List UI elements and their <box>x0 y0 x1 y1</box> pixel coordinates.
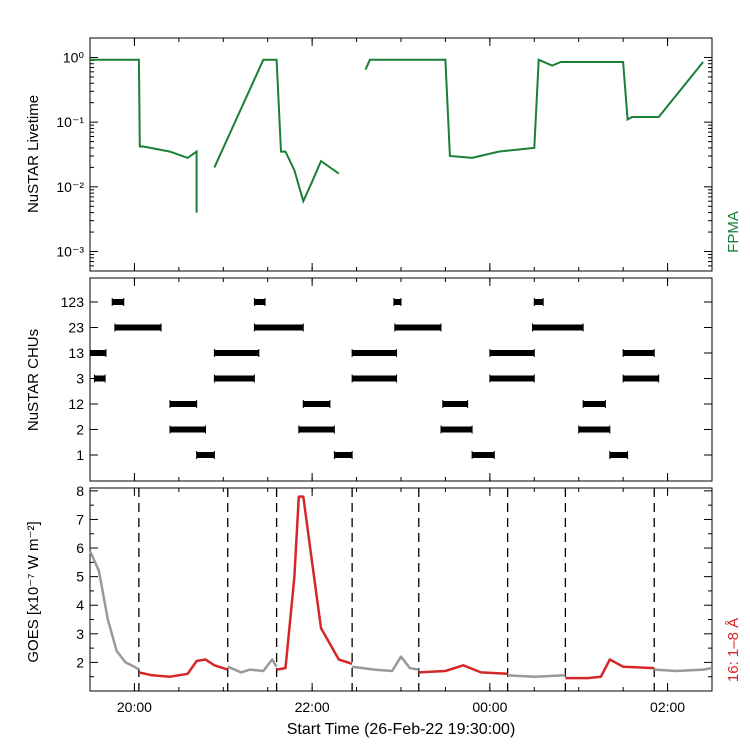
chu-interval-bar <box>196 452 215 458</box>
chu-interval-bar <box>334 452 353 458</box>
x-tick-label: 02:00 <box>650 699 685 715</box>
goes-segment-line <box>565 658 655 680</box>
x-tick-label: 00:00 <box>472 699 507 715</box>
panel-goes-frame <box>89 487 713 692</box>
goes-segment-line <box>88 550 140 671</box>
y-tick-label: 7 <box>76 511 84 527</box>
chu-ylabel: NuSTAR CHUs <box>25 329 42 431</box>
chu-interval-bar <box>352 375 397 382</box>
y-tick-label: 10⁻² <box>56 179 84 195</box>
x-axis-label: Start Time (26-Feb-22 19:30:00) <box>287 721 516 738</box>
y-tick-label: 10⁰ <box>63 49 85 65</box>
goes-segment-line <box>138 658 229 678</box>
chu-interval-bar <box>534 299 544 305</box>
livetime-legend: FPMA <box>725 211 742 253</box>
y-tick-label: 6 <box>76 540 84 556</box>
y-tick-label: 10⁻³ <box>56 244 84 260</box>
chu-interval-bar <box>352 350 397 356</box>
chu-interval-bar <box>609 452 628 458</box>
y-tick-label: 4 <box>76 597 84 613</box>
chu-interval-bar <box>169 401 197 407</box>
y-tick-label: 3 <box>76 371 84 387</box>
chu-marks <box>89 298 660 459</box>
chu-interval-bar <box>623 350 655 356</box>
chu-interval-bar <box>440 426 473 433</box>
chu-interval-bar <box>298 426 335 433</box>
chu-interval-bar <box>578 426 610 433</box>
chu-interval-bar <box>393 299 401 305</box>
livetime-series-line <box>364 58 704 159</box>
chu-interval-bar <box>254 299 266 305</box>
goes-segment-line <box>507 674 566 678</box>
chu-interval-bar <box>112 299 124 305</box>
x-tick-label: 20:00 <box>117 699 152 715</box>
chu-interval-bar <box>583 401 606 407</box>
y-tick-label: 13 <box>68 345 84 361</box>
goes-segment-line <box>351 655 420 673</box>
chu-interval-bar <box>114 324 162 331</box>
chu-interval-bar <box>214 350 259 356</box>
y-tick-label: 5 <box>76 569 84 585</box>
chu-interval-bar <box>394 324 441 331</box>
y-tick-label: 1 <box>76 447 84 463</box>
y-tick-label: 12 <box>68 396 84 412</box>
y-tick-label: 2 <box>76 654 84 670</box>
goes-segment-line <box>276 495 353 671</box>
chu-interval-bar <box>442 401 468 407</box>
y-tick-label: 23 <box>68 320 84 336</box>
panel-chu-frame <box>89 277 713 482</box>
chu-interval-bar <box>169 426 206 433</box>
chu-interval-bar <box>90 350 106 356</box>
panel-livetime-frame <box>89 37 713 272</box>
goes-segment-line <box>654 666 713 673</box>
y-tick-label: 123 <box>61 294 85 310</box>
chu-interval-bar <box>489 375 535 382</box>
chu-interval-bar <box>489 350 535 356</box>
goes-lines <box>88 495 713 680</box>
goes-ylabel: GOES [x10⁻⁷ W m⁻²] <box>25 521 42 662</box>
livetime-ylabel: NuSTAR Livetime <box>25 95 42 213</box>
livetime-lines <box>90 58 704 213</box>
goes-ticks: 8 7 6 5 4 3 2 <box>76 483 712 678</box>
goes-vlines <box>138 488 655 691</box>
chu-interval-bar <box>254 324 304 331</box>
chu-interval-bar <box>94 375 106 382</box>
x-tick-label: 22:00 <box>295 699 330 715</box>
goes-legend: 16: 1–8 Å <box>725 618 742 682</box>
chu-interval-bar <box>472 452 495 458</box>
goes-segment-line <box>418 664 508 676</box>
chu-interval-bar <box>623 375 659 382</box>
y-tick-label: 2 <box>76 422 84 438</box>
y-tick-label: 8 <box>76 483 84 499</box>
goes-segment-line <box>227 658 278 674</box>
chu-interval-bar <box>214 375 255 382</box>
x-axis-ticks: 20:00 22:00 00:00 02:00 <box>89 38 713 715</box>
chu-interval-bar <box>532 324 584 331</box>
y-tick-label: 10⁻¹ <box>56 114 84 130</box>
livetime-series-line <box>90 58 340 213</box>
livetime-ticks: 10⁰ 10⁻¹ 10⁻² 10⁻³ <box>56 37 712 272</box>
y-tick-label: 3 <box>76 626 84 642</box>
chu-interval-bar <box>303 401 330 407</box>
